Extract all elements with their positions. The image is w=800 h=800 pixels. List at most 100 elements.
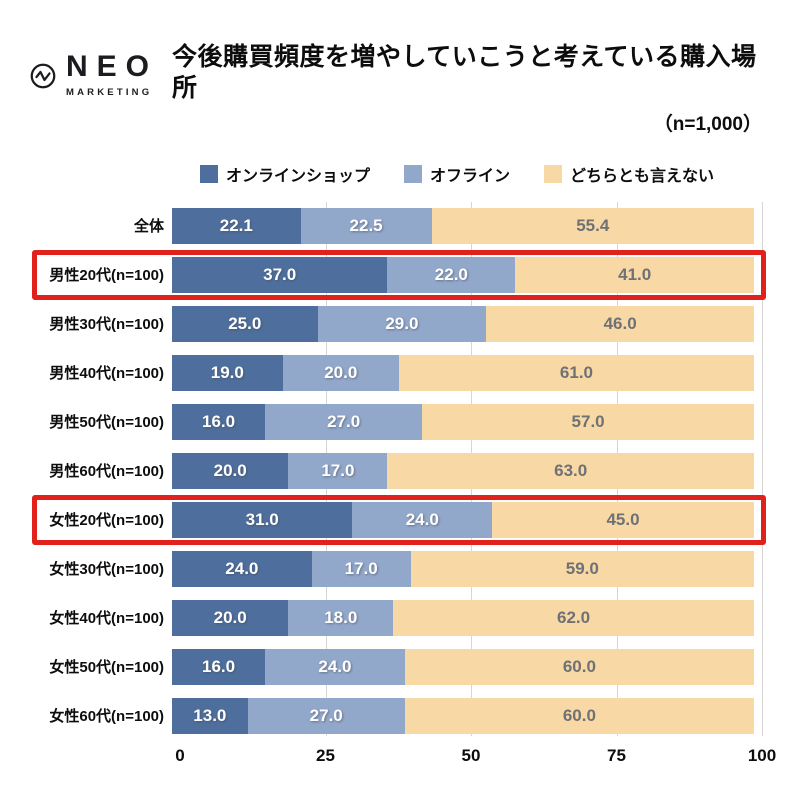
chart-rows: 全体 22.1 22.5 55.4 男性20代(n=100) 37.0 22.0 41.0 男性… [30, 207, 766, 734]
segment-value: 57.0 [571, 411, 605, 431]
legend-item-online: オンラインショップ [199, 162, 370, 186]
bar-track: 25.0 29.0 46.0 [172, 305, 754, 342]
row-label: 男性20代(n=100) [49, 267, 164, 284]
bar-segment-offline: 20.0 [282, 354, 399, 391]
segment-value: 45.0 [606, 509, 640, 529]
segment-value: 24.0 [318, 656, 352, 676]
segment-value: 13.0 [193, 705, 227, 725]
bar-segment-online: 16.0 [172, 648, 266, 685]
chart-row: 女性60代(n=100) 13.0 27.0 60.0 [30, 697, 762, 734]
segment-value: 20.0 [324, 362, 358, 382]
segment-value: 63.0 [554, 460, 588, 480]
bar-segment-online: 19.0 [172, 354, 283, 391]
bar-segment-neither: 45.0 [492, 501, 754, 538]
x-axis-tick-25: 25 [316, 745, 335, 765]
legend-item-offline: オフライン [403, 162, 510, 186]
segment-value: 27.0 [309, 705, 343, 725]
bar-track: 16.0 24.0 60.0 [172, 648, 754, 685]
legend-label: オフライン [429, 167, 510, 185]
chart-row: 女性20代(n=100) 31.0 24.0 45.0 [30, 494, 766, 545]
segment-value: 27.0 [327, 411, 361, 431]
segment-value: 19.0 [210, 362, 244, 382]
legend-swatch-icon [544, 164, 562, 183]
bar-segment-offline: 22.5 [300, 207, 432, 244]
segment-value: 46.0 [603, 313, 637, 333]
row-label: 男性30代(n=100) [49, 316, 164, 333]
bar-track: 20.0 17.0 63.0 [172, 452, 754, 489]
x-axis: 0 25 50 75 100 [175, 744, 776, 770]
segment-value: 61.0 [559, 362, 594, 382]
segment-value: 31.0 [245, 509, 279, 529]
segment-value: 20.0 [213, 460, 247, 480]
bar-segment-online: 20.0 [172, 599, 289, 636]
segment-value: 22.0 [434, 264, 468, 284]
legend-label: オンラインショップ [225, 167, 370, 185]
bar-segment-online: 24.0 [172, 550, 312, 587]
chart-row: 男性60代(n=100) 20.0 17.0 63.0 [30, 452, 762, 489]
segment-value: 62.0 [557, 607, 591, 627]
row-label: 全体 [133, 218, 164, 235]
bar-segment-online: 31.0 [172, 501, 353, 538]
bar-segment-online: 13.0 [172, 697, 248, 734]
sample-size-note: （n=1,000） [653, 113, 762, 135]
segment-value: 24.0 [225, 558, 259, 578]
x-axis-tick-75: 75 [607, 745, 626, 765]
bar-segment-offline: 27.0 [265, 403, 423, 440]
row-label: 男性60代(n=100) [49, 463, 164, 480]
bar-track: 16.0 27.0 57.0 [172, 403, 754, 440]
gridline-100 [762, 201, 763, 736]
chart-row: 男性50代(n=100) 16.0 27.0 57.0 [30, 403, 762, 440]
segment-value: 59.0 [565, 558, 599, 578]
segment-value: 55.4 [576, 215, 610, 235]
header: NEO MARKETING 今後購買頻度を増やしていこうと考えている購入場所 （… [30, 42, 764, 136]
bar-segment-offline: 29.0 [317, 305, 487, 342]
bar-segment-offline: 17.0 [311, 550, 411, 587]
bar-track: 22.1 22.5 55.4 [172, 207, 754, 244]
bar-track: 20.0 18.0 62.0 [172, 599, 754, 636]
segment-value: 18.0 [324, 607, 358, 627]
bar-segment-offline: 17.0 [288, 452, 388, 489]
segment-value: 37.0 [263, 264, 297, 284]
segment-value: 24.0 [405, 509, 439, 529]
legend-label: どちらとも言えない [570, 167, 715, 185]
logo-text: NEO MARKETING [65, 50, 158, 99]
bar-track: 13.0 27.0 60.0 [172, 697, 754, 734]
page-title: 今後購買頻度を増やしていこうと考えている購入場所 [172, 43, 757, 103]
row-label: 女性20代(n=100) [49, 512, 164, 529]
legend-swatch-icon [403, 164, 422, 183]
logo-subtitle: MARKETING [65, 87, 153, 98]
bar-segment-offline: 18.0 [288, 599, 394, 636]
bar-segment-online: 22.1 [172, 207, 301, 244]
x-axis-tick-100: 100 [747, 745, 777, 765]
segment-value: 17.0 [321, 460, 355, 480]
chart-row: 全体 22.1 22.5 55.4 [30, 207, 762, 244]
chart-row: 男性40代(n=100) 19.0 20.0 61.0 [30, 354, 762, 391]
bar-segment-neither: 63.0 [387, 452, 754, 489]
legend-item-neither: どちらとも言えない [544, 162, 714, 186]
neo-marketing-logo: NEO MARKETING [30, 42, 158, 102]
segment-value: 41.0 [618, 264, 652, 284]
row-label: 女性30代(n=100) [49, 561, 164, 578]
chart-rows-wrap: 全体 22.1 22.5 55.4 男性20代(n=100) 37.0 22.0 41.0 男性… [30, 201, 766, 736]
bar-track: 24.0 17.0 59.0 [172, 550, 754, 587]
x-axis-tick-0: 0 [175, 745, 185, 765]
title-block: 今後購買頻度を増やしていこうと考えている購入場所 （n=1,000） [158, 42, 764, 136]
bar-segment-neither: 55.4 [431, 207, 754, 244]
bar-segment-neither: 57.0 [422, 403, 754, 440]
segment-value: 60.0 [562, 656, 596, 676]
bar-segment-neither: 59.0 [410, 550, 754, 587]
bar-track: 31.0 24.0 45.0 [172, 501, 754, 538]
bar-segment-online: 37.0 [172, 256, 388, 293]
segment-value: 16.0 [202, 411, 236, 431]
segment-value: 22.5 [349, 215, 383, 235]
chart-row: 女性40代(n=100) 20.0 18.0 62.0 [30, 599, 762, 636]
logo-name: NEO [65, 50, 158, 83]
bar-segment-online: 25.0 [172, 305, 318, 342]
bar-track: 19.0 20.0 61.0 [172, 354, 754, 391]
segment-value: 22.1 [219, 215, 253, 235]
chart-row: 女性30代(n=100) 24.0 17.0 59.0 [30, 550, 762, 587]
row-label: 女性40代(n=100) [49, 610, 164, 627]
segment-value: 17.0 [344, 558, 378, 578]
segment-value: 60.0 [562, 705, 596, 725]
